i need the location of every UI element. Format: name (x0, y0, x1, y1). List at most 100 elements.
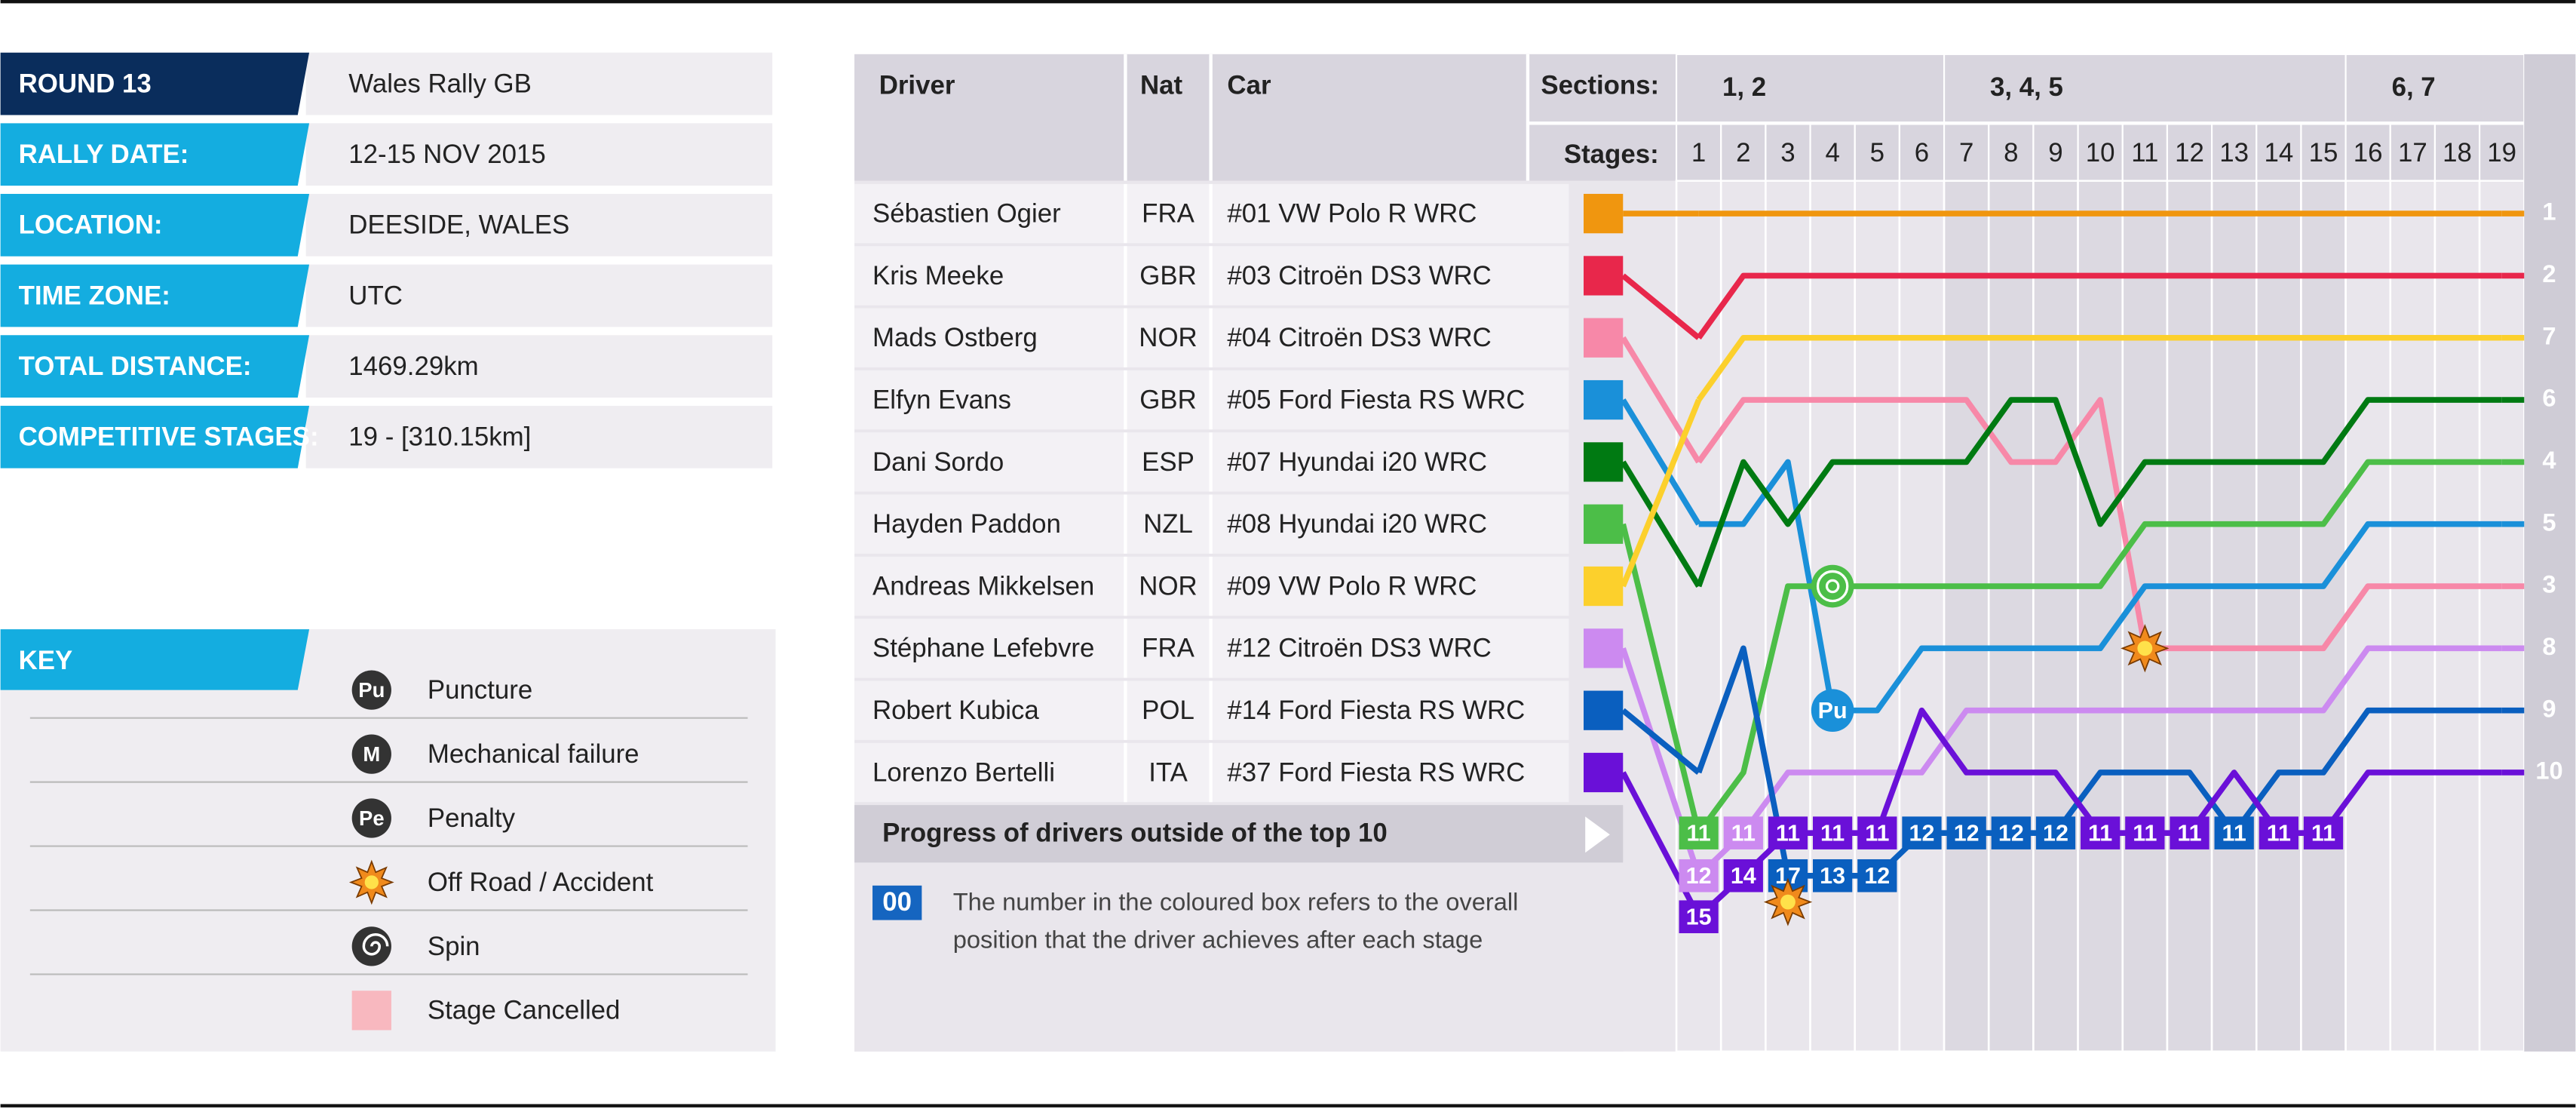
accident-core (2137, 641, 2153, 656)
key-label: Stage Cancelled (428, 996, 621, 1025)
footer-arrow (1585, 816, 1610, 853)
driver-nat: NOR (1139, 323, 1197, 352)
driver-name: Lorenzo Bertelli (872, 757, 1055, 787)
stage-number: 16 (2354, 138, 2383, 167)
accident-core (364, 875, 379, 889)
footer-title: Progress of drivers outside of the top 1… (882, 819, 1388, 848)
stage-number: 4 (1825, 138, 1839, 167)
position-box (1768, 816, 1808, 849)
stage-number: 13 (2219, 138, 2249, 167)
section-cell (2344, 53, 2525, 124)
position-box (1723, 816, 1763, 849)
position-box-label: 12 (1909, 820, 1935, 846)
incident-icon (351, 670, 391, 710)
position-box-label: 11 (2177, 820, 2201, 846)
accident-core (1780, 894, 1796, 910)
incident-icon-text: Pu (358, 678, 385, 702)
driver-start-square (1584, 504, 1624, 544)
info-label: TIME ZONE: (19, 281, 170, 310)
stage-number: 14 (2264, 138, 2293, 167)
position-box (1857, 816, 1897, 849)
stage-column (2344, 180, 2392, 1053)
driver-start-square (1584, 628, 1624, 668)
info-label: COMPETITIVE STAGES: (19, 422, 319, 452)
key-label: Mechanical failure (428, 739, 639, 769)
driver-car: #04 Citroën DS3 WRC (1227, 323, 1491, 352)
stage-head (2166, 122, 2213, 182)
stage-number: 7 (1959, 138, 1973, 167)
incident-icon (351, 734, 391, 774)
section-label: 3, 4, 5 (1990, 72, 2063, 102)
position-box (2035, 816, 2076, 849)
driver-nat: NZL (1143, 509, 1193, 539)
position-box-label: 11 (1865, 820, 1889, 846)
driver-name: Andreas Mikkelsen (872, 571, 1094, 601)
driver-nat: NOR (1139, 571, 1197, 601)
info-value-bg (305, 193, 773, 257)
footer-box-text: 00 (882, 887, 912, 917)
spin-marker-dot (1825, 579, 1840, 594)
position-box (2125, 816, 2165, 849)
start-connector (1620, 523, 1702, 834)
position-box (1679, 900, 1719, 933)
info-label: ROUND 13 (19, 69, 152, 98)
incident-icon (351, 798, 391, 838)
stages-label: Stages: (1564, 140, 1659, 169)
driver-start-square (1584, 379, 1624, 420)
footer-note: position that the driver achieves after … (953, 925, 1483, 953)
position-line (1696, 397, 2502, 588)
driver-car: #03 Citroën DS3 WRC (1227, 261, 1491, 290)
driver-car: #01 VW Polo R WRC (1227, 198, 1477, 228)
info-value: Wales Rally GB (348, 69, 532, 98)
position-box (2303, 816, 2344, 849)
driver-nat: ITA (1148, 757, 1188, 787)
position-box-label: 12 (1864, 863, 1890, 889)
info-label-bg (0, 335, 310, 398)
info-value: 19 - [310.15km] (348, 422, 531, 452)
stage-head (2121, 122, 2169, 182)
position-box-label: 11 (2133, 820, 2157, 846)
position-line (1697, 645, 2502, 878)
final-rank: 9 (2542, 694, 2556, 722)
driver-name: Robert Kubica (872, 696, 1039, 725)
info-value: UTC (348, 281, 403, 310)
stage-number: 5 (1870, 138, 1884, 167)
position-box-label: 11 (1776, 820, 1800, 846)
puncture-marker-text: Pu (1818, 698, 1848, 723)
position-box-label: 11 (2088, 820, 2112, 846)
stage-number: 10 (2086, 138, 2115, 167)
key-label: Penalty (428, 803, 516, 833)
driver-car: #09 VW Polo R WRC (1227, 571, 1477, 601)
start-connector (1621, 708, 1701, 775)
spin-spiral (362, 933, 389, 956)
position-box (2214, 816, 2254, 849)
info-label-bg (0, 52, 310, 115)
footer-note: The number in the coloured box refers to… (953, 887, 1519, 915)
driver-car: #14 Ford Fiesta RS WRC (1227, 696, 1525, 725)
position-line (1696, 397, 2502, 652)
info-value: DEESIDE, WALES (348, 210, 569, 240)
info-value-bg (305, 264, 773, 327)
stage-column (2478, 180, 2525, 1053)
section-cell (1675, 53, 1946, 124)
start-connector (1621, 336, 1701, 464)
final-rank: 2 (2542, 260, 2556, 287)
final-rank: 1 (2542, 198, 2556, 226)
column-header: Driver (879, 71, 955, 100)
section-label: 1, 2 (1722, 72, 1766, 102)
stage-column (2389, 180, 2436, 1053)
section-cell (1943, 53, 2347, 124)
driver-name: Dani Sordo (872, 447, 1004, 477)
position-box (1857, 859, 1897, 892)
stage-number: 3 (1780, 138, 1795, 167)
stage-number: 6 (1915, 138, 1929, 167)
spin-marker-ring (1816, 570, 1849, 603)
stage-column (2255, 180, 2302, 1053)
start-connector (1620, 398, 1702, 588)
stage-head (1809, 122, 1856, 182)
key-title: KEY (19, 646, 73, 675)
sections-label: Sections: (1541, 71, 1659, 100)
section-label: 6, 7 (2392, 72, 2436, 102)
position-box (1679, 816, 1719, 849)
column-header: Car (1227, 71, 1271, 100)
